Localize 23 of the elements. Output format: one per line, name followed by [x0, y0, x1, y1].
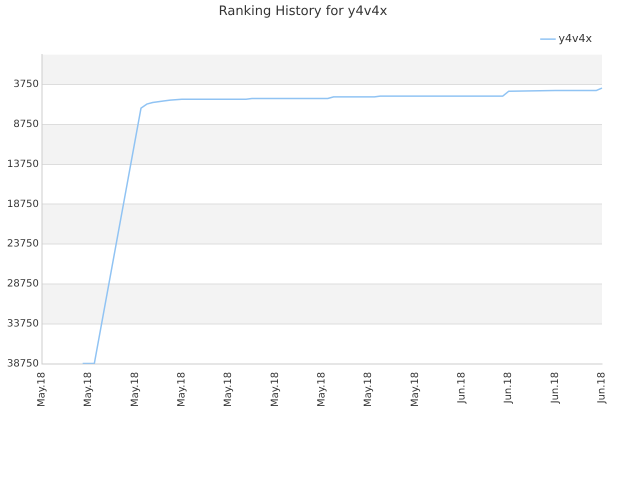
- x-tick-label: May.18: [223, 372, 234, 408]
- y-tick-label: 3750: [13, 79, 39, 90]
- x-tick-label: Jun.18: [596, 372, 608, 404]
- x-tick-label: Jun.18: [503, 372, 514, 404]
- x-tick-label: Jun.18: [550, 372, 561, 404]
- x-tick-label: May.18: [363, 372, 374, 408]
- x-tick-label: May.18: [130, 372, 141, 408]
- y-tick-label: 28750: [7, 278, 39, 290]
- y-tick-label: 33750: [7, 318, 39, 330]
- x-tick-label: May.18: [270, 372, 281, 408]
- x-tick-label: May.18: [36, 372, 48, 408]
- x-tick-label: May.18: [176, 372, 188, 408]
- x-tick-label: May.18: [83, 372, 94, 408]
- x-tick-label: May.18: [410, 372, 421, 408]
- x-tick-label: May.18: [316, 372, 328, 408]
- x-tick-label: Jun.18: [456, 372, 468, 404]
- legend-label: y4v4x: [558, 32, 592, 45]
- y-tick-label: 23750: [7, 238, 39, 250]
- y-tick-label: 38750: [7, 358, 39, 370]
- chart-title: Ranking History for y4v4x: [218, 4, 388, 20]
- y-tick-label: 18750: [7, 198, 39, 210]
- y-tick-label: 13750: [7, 158, 39, 170]
- y-tick-label: 8750: [13, 119, 39, 130]
